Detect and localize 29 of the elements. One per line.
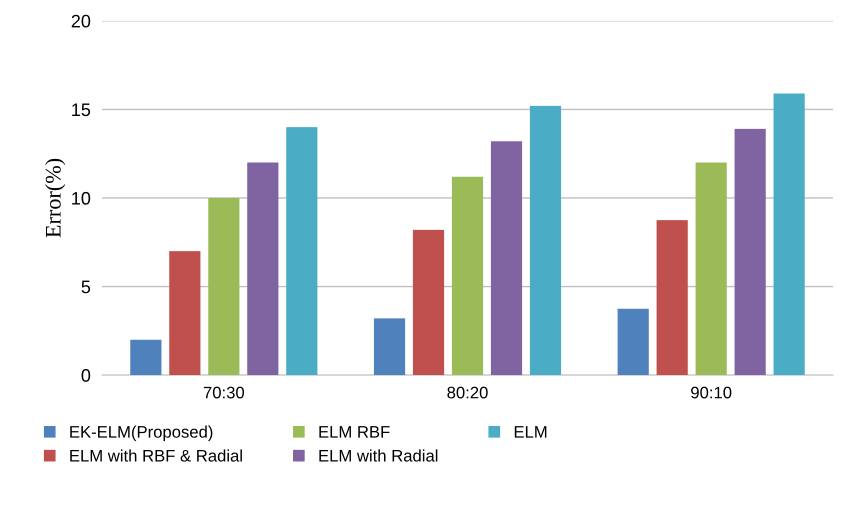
bar	[530, 106, 562, 376]
bar	[169, 251, 200, 376]
legend-label: ELM with Radial	[319, 449, 438, 462]
bar	[374, 318, 406, 376]
bar	[452, 176, 484, 376]
y-tick-label: 5	[82, 280, 90, 294]
legend-label: ELM RBF	[319, 426, 390, 438]
bar	[490, 141, 522, 376]
bar	[734, 128, 766, 376]
bar	[208, 198, 240, 376]
bar	[286, 127, 318, 376]
bar	[774, 93, 805, 376]
y-tick-label: 0	[82, 369, 90, 382]
bar	[130, 340, 162, 376]
legend-label: EK-ELM(Proposed)	[70, 426, 212, 442]
bar	[412, 230, 444, 376]
y-tick-label: 15	[72, 104, 90, 116]
y-tick-label: 20	[72, 14, 90, 28]
y-tick-label: 10	[72, 192, 90, 205]
bar	[618, 308, 649, 376]
x-tick-label: 70:30	[204, 386, 244, 398]
x-tick-label: 90:10	[691, 386, 732, 398]
bar	[656, 220, 688, 376]
y-axis-title: Error(%)	[45, 158, 66, 238]
legend-label: ELM	[514, 426, 546, 438]
bar	[247, 162, 278, 376]
x-tick-label: 80:20	[447, 386, 488, 398]
legend-label: ELM with RBF & Radial	[70, 449, 242, 462]
bar	[696, 162, 727, 376]
